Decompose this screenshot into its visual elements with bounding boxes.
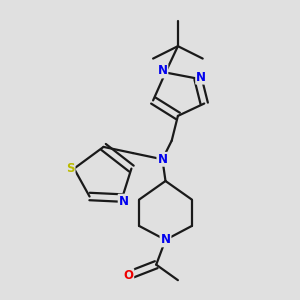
Text: N: N: [119, 195, 129, 208]
Text: O: O: [123, 269, 133, 282]
Text: N: N: [196, 71, 206, 84]
Text: N: N: [158, 153, 167, 166]
Text: S: S: [66, 162, 75, 175]
Text: N: N: [160, 233, 170, 246]
Text: N: N: [158, 64, 167, 77]
